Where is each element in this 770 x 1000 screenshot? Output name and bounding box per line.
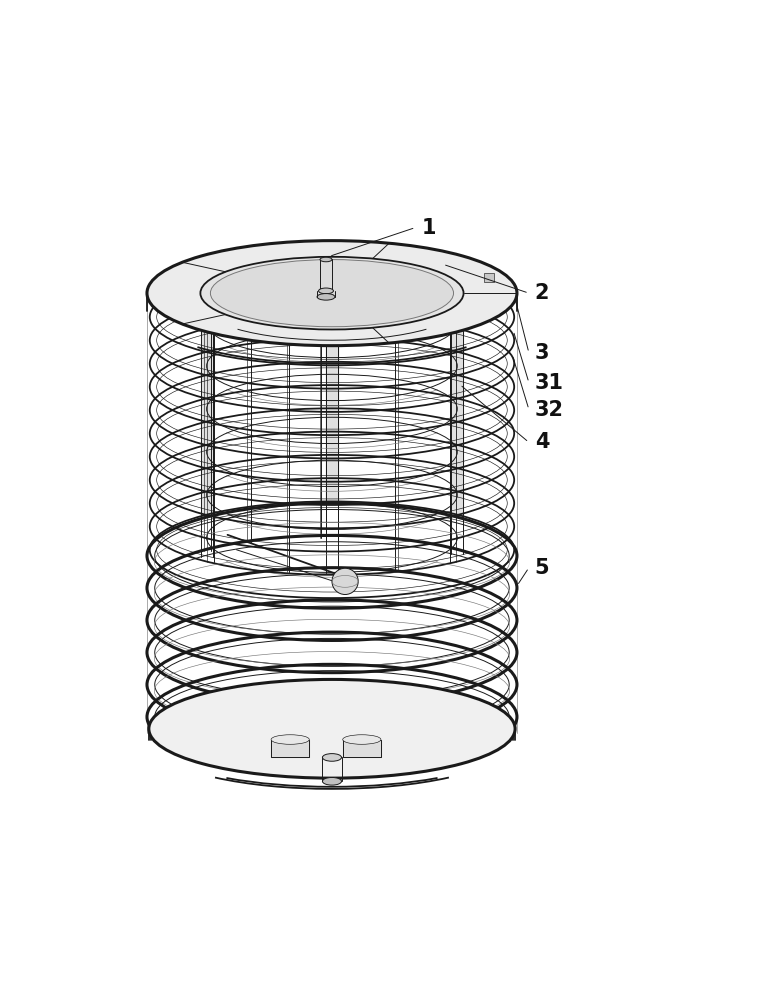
Ellipse shape	[149, 432, 514, 528]
Polygon shape	[326, 337, 338, 573]
Ellipse shape	[147, 568, 517, 673]
Ellipse shape	[149, 501, 514, 598]
Text: 5: 5	[535, 558, 550, 578]
Bar	[484, 273, 494, 282]
Ellipse shape	[151, 682, 514, 776]
Ellipse shape	[147, 664, 517, 769]
Ellipse shape	[200, 257, 464, 329]
Text: 3: 3	[535, 343, 549, 363]
Text: 31: 31	[535, 373, 564, 393]
Ellipse shape	[147, 503, 517, 608]
Ellipse shape	[147, 535, 517, 640]
Text: 2: 2	[535, 283, 549, 303]
Ellipse shape	[149, 385, 514, 482]
Ellipse shape	[319, 288, 333, 294]
Ellipse shape	[149, 455, 514, 552]
Ellipse shape	[149, 478, 514, 575]
Ellipse shape	[210, 260, 454, 327]
Ellipse shape	[320, 257, 332, 262]
Circle shape	[332, 568, 358, 595]
Polygon shape	[271, 740, 310, 757]
Ellipse shape	[149, 315, 514, 412]
Text: 1: 1	[421, 218, 436, 238]
Ellipse shape	[149, 362, 514, 458]
Ellipse shape	[149, 269, 514, 365]
Polygon shape	[343, 740, 381, 757]
Ellipse shape	[343, 735, 381, 744]
Ellipse shape	[147, 600, 517, 705]
Polygon shape	[451, 299, 463, 554]
Ellipse shape	[147, 241, 517, 346]
Text: 4: 4	[535, 432, 549, 452]
Ellipse shape	[317, 294, 335, 300]
Ellipse shape	[323, 777, 342, 785]
Ellipse shape	[149, 339, 514, 435]
Ellipse shape	[271, 735, 310, 744]
Polygon shape	[201, 305, 213, 557]
Ellipse shape	[149, 679, 515, 778]
Ellipse shape	[147, 632, 517, 737]
Text: 32: 32	[535, 400, 564, 420]
Ellipse shape	[149, 408, 514, 505]
Ellipse shape	[149, 292, 514, 389]
Ellipse shape	[323, 754, 342, 761]
Polygon shape	[326, 267, 338, 538]
